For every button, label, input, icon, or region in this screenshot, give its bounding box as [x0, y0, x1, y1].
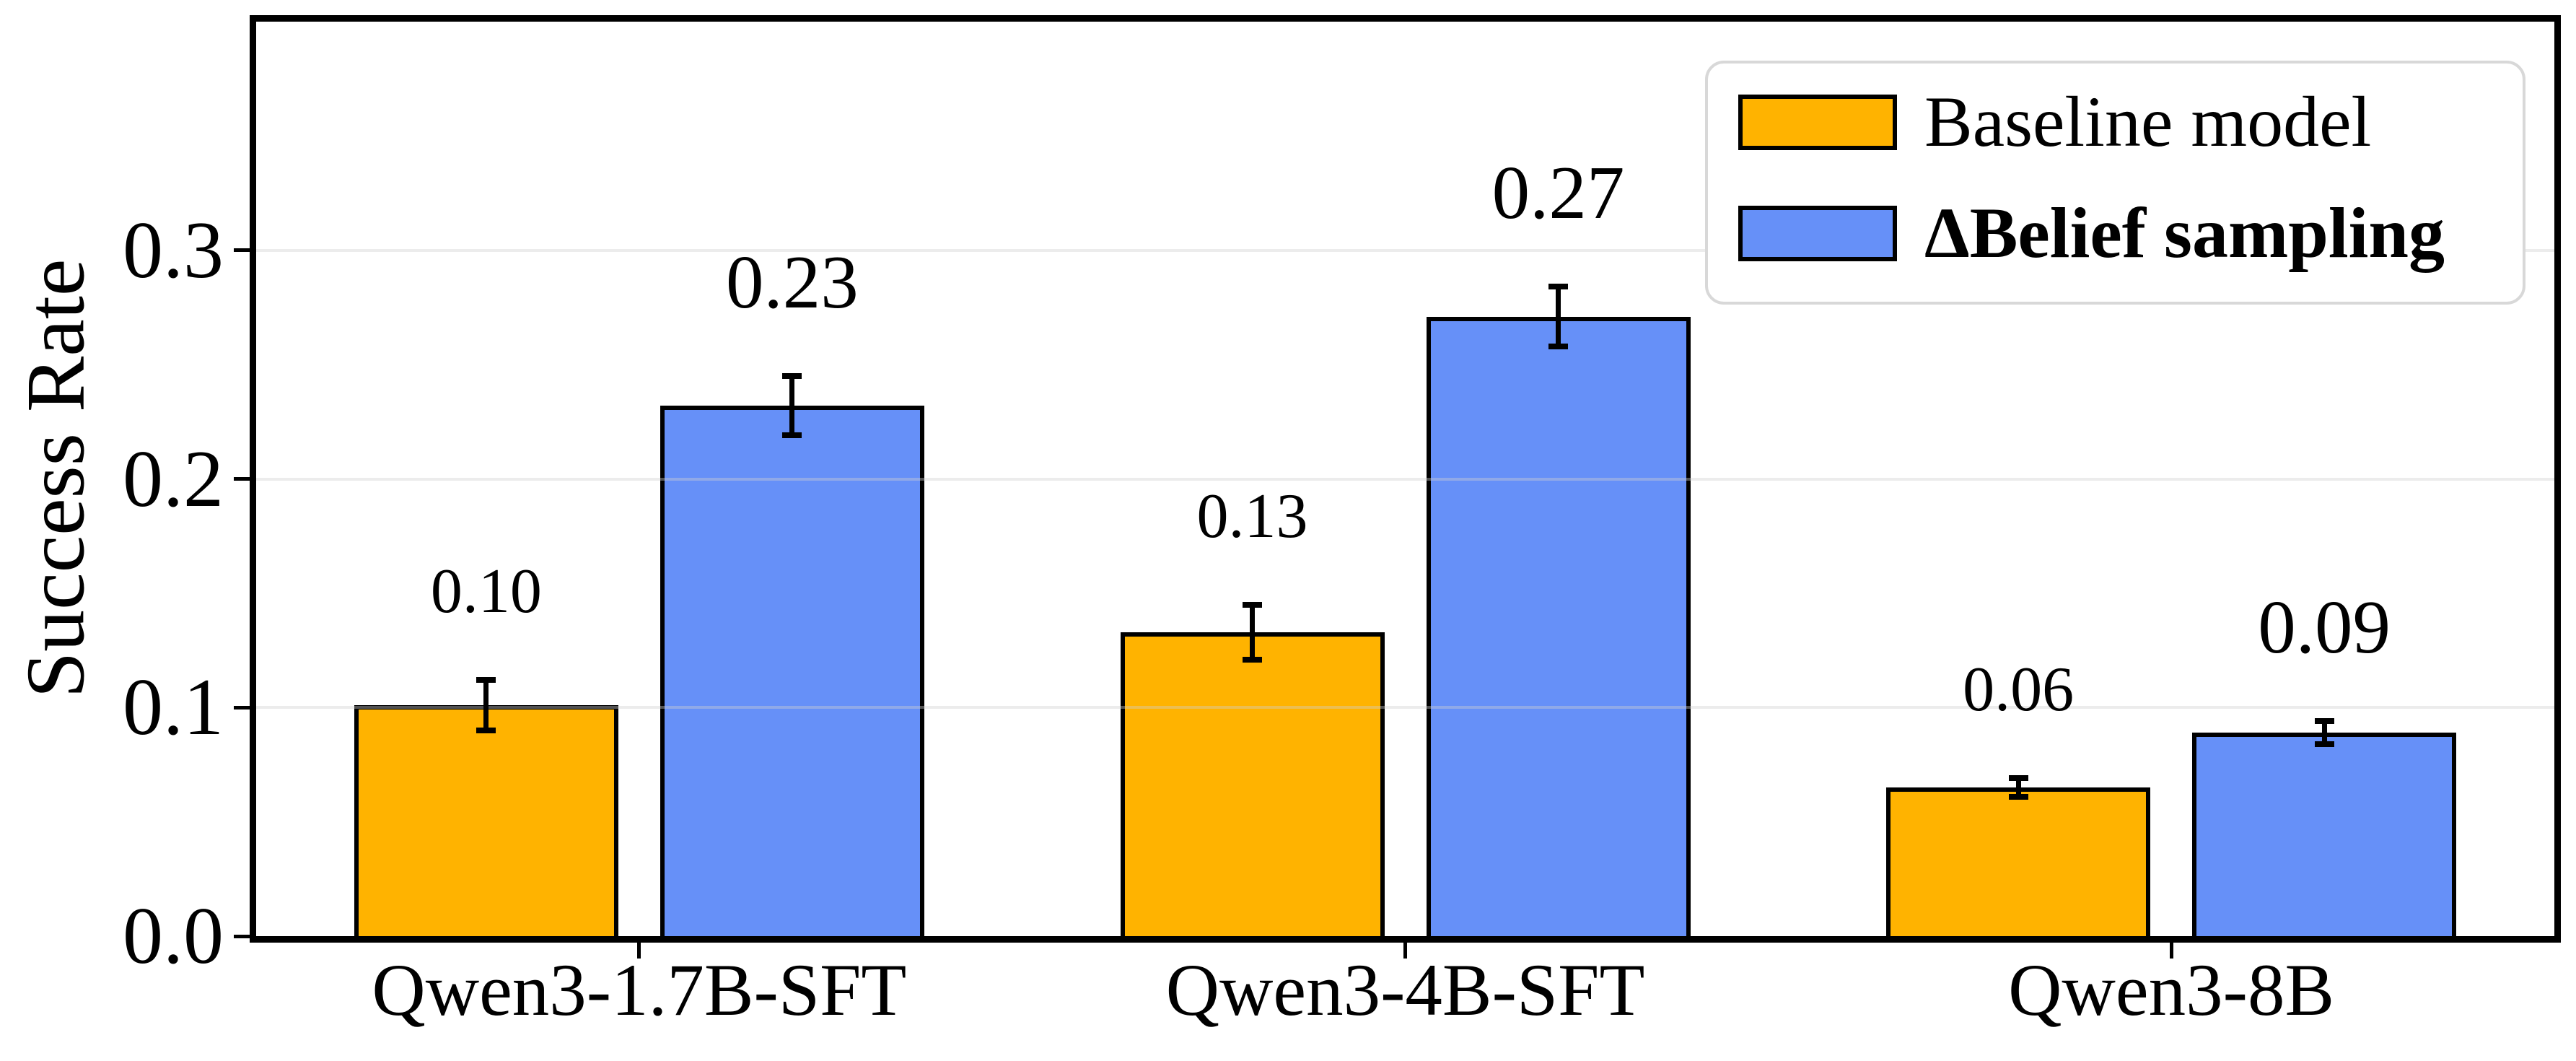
- legend-swatch-baseline: [1738, 95, 1897, 150]
- bar-value-label: 0.10: [430, 556, 542, 627]
- bar-value-label: 0.13: [1196, 481, 1308, 551]
- error-bar: [789, 375, 795, 436]
- x-tick-label-qwen3-1.7b-sft: Qwen3-1.7B-SFT: [372, 949, 907, 1031]
- gridline-0.2: [256, 477, 2554, 481]
- bar-value-label: 0.23: [725, 239, 859, 324]
- y-tick: [234, 248, 250, 253]
- y-tick-label: 0.2: [123, 434, 224, 524]
- bar--belief-sampling-Qwen3-4B-SFT: [1426, 316, 1691, 940]
- gridline-0.3: [256, 248, 2554, 252]
- x-tick-label-qwen3-4b-sft: Qwen3-4B-SFT: [1165, 949, 1645, 1031]
- y-tick: [234, 705, 250, 709]
- gridline-0.1: [256, 706, 2554, 709]
- error-bar-cap-bottom: [2314, 741, 2334, 747]
- legend-label-belief-sampling: ΔBelief sampling: [1924, 193, 2445, 273]
- legend-label-baseline: Baseline model: [1924, 82, 2372, 162]
- y-tick: [234, 477, 250, 481]
- x-tick: [1403, 943, 1407, 959]
- bar--belief-sampling-Qwen3-8B: [2192, 733, 2457, 940]
- error-bar-cap-top: [2008, 775, 2028, 782]
- error-bar-cap-bottom: [476, 727, 496, 733]
- y-tick-label: 0.3: [123, 205, 224, 295]
- x-tick: [2169, 943, 2173, 959]
- error-bar-cap-top: [2314, 718, 2334, 725]
- y-tick: [234, 934, 250, 938]
- bar-value-label: 0.06: [1963, 655, 2075, 725]
- error-bar-cap-top: [1548, 284, 1568, 290]
- bar-baseline-model-Qwen3-4B-SFT: [1120, 632, 1385, 940]
- error-bar-cap-bottom: [782, 432, 802, 439]
- error-bar-cap-top: [476, 677, 496, 684]
- error-bar-cap-bottom: [2008, 793, 2028, 800]
- error-bar: [1250, 604, 1255, 660]
- y-tick-label: 0.1: [123, 663, 224, 753]
- bar--belief-sampling-Qwen3-1.7B-SFT: [660, 406, 924, 940]
- error-bar-cap-top: [1243, 601, 1262, 608]
- error-bar: [1556, 287, 1561, 346]
- x-tick: [637, 943, 641, 959]
- bar-value-label: 0.09: [2258, 585, 2391, 670]
- bar-baseline-model-Qwen3-1.7B-SFT: [354, 705, 618, 940]
- error-bar-cap-bottom: [1243, 656, 1262, 663]
- y-tick-label: 0.0: [123, 891, 224, 981]
- legend-swatch-belief-sampling: [1738, 206, 1897, 261]
- error-bar: [2321, 721, 2327, 744]
- error-bar-cap-top: [782, 372, 802, 379]
- bar-baseline-model-Qwen3-8B: [1886, 787, 2151, 940]
- x-tick-label-qwen3-8b: Qwen3-8B: [2008, 949, 2335, 1031]
- error-bar: [2015, 778, 2021, 797]
- legend: Baseline model ΔBelief sampling: [1705, 61, 2525, 305]
- error-bar-cap-bottom: [1548, 343, 1568, 349]
- error-bar: [483, 680, 489, 730]
- bar-value-label: 0.27: [1491, 150, 1625, 235]
